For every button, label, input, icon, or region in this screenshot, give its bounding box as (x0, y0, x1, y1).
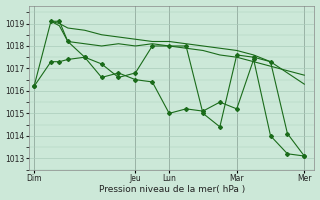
X-axis label: Pression niveau de la mer( hPa ): Pression niveau de la mer( hPa ) (99, 185, 245, 194)
